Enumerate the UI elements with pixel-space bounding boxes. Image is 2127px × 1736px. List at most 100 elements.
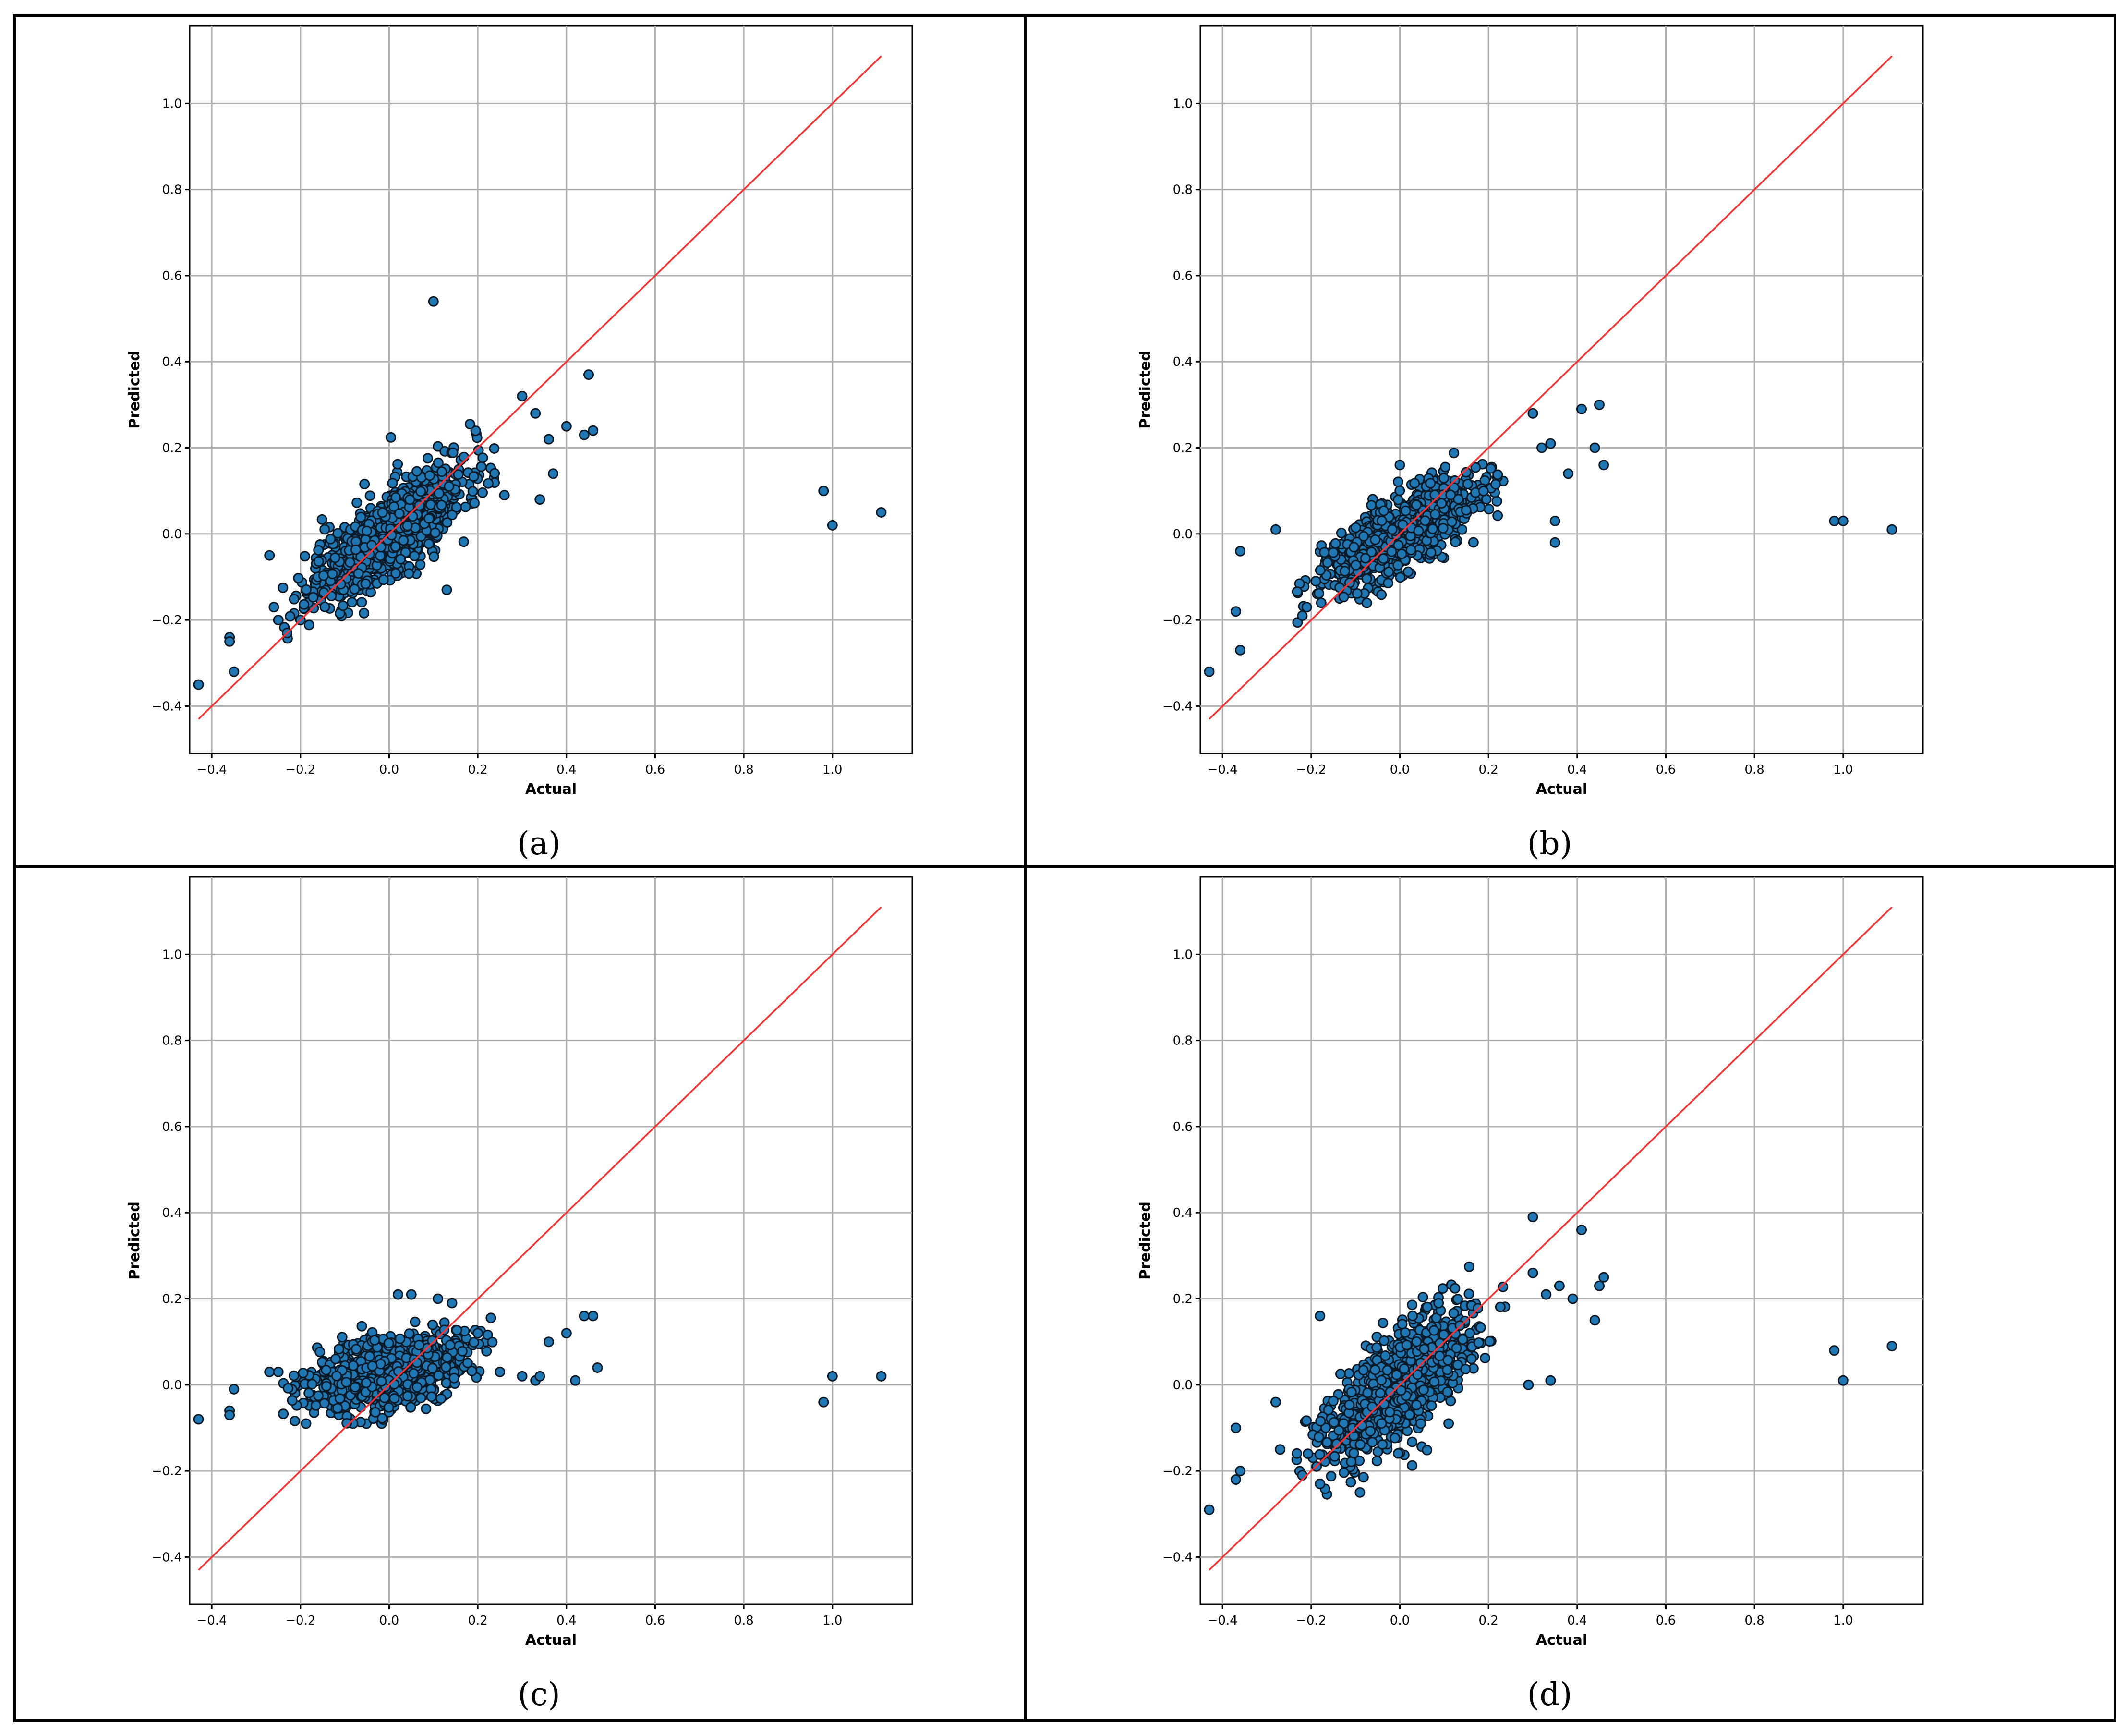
- panel-a-point-1009: [428, 296, 439, 307]
- panel-c-grid: [190, 877, 912, 1604]
- panel-c-point-892: [356, 1321, 367, 1332]
- panel-a-point-736: [447, 510, 458, 521]
- panel-c-point-494: [421, 1403, 432, 1414]
- panel-c-point-977: [376, 1376, 387, 1387]
- panel-b-point-983: [1383, 578, 1394, 589]
- panel-c-point-1009: [472, 1328, 483, 1339]
- panel-c-x-tick-label-5: 0.6: [645, 1614, 665, 1628]
- panel-d-x-tick-label-2: 0.0: [1390, 1614, 1410, 1628]
- panel-a-point-798: [483, 478, 494, 489]
- panel-b-point-993: [1358, 531, 1369, 542]
- panel-d-point-872: [1426, 1400, 1437, 1411]
- panel-b-point-955: [1393, 494, 1403, 505]
- panel-b-point-972: [1370, 534, 1381, 545]
- panel-b-point-737: [1491, 496, 1502, 507]
- panel-c-y-tick-label-2: 0.0: [162, 1378, 182, 1393]
- panel-d-point-783: [1415, 1418, 1426, 1429]
- panel-a-y-tick-label-6: 0.8: [162, 183, 182, 197]
- panel-d-y-tick-label-1: −0.2: [1162, 1464, 1193, 1479]
- panel-a-point-974: [327, 569, 338, 580]
- panel-b-point-574: [1461, 467, 1472, 478]
- panel-a-point-988: [387, 478, 398, 489]
- panel-b-point-317: [1470, 462, 1481, 473]
- panel-b-point-1002: [1235, 546, 1246, 557]
- panel-d-point-973: [1401, 1339, 1412, 1350]
- panel-a-x-tick-label-6: 0.8: [734, 763, 753, 777]
- panel-b-point-866: [1449, 448, 1460, 459]
- panel-a-point-134: [278, 582, 289, 593]
- panel-c-point-642: [410, 1316, 421, 1327]
- panel-a-point-1021: [818, 486, 829, 497]
- panel-a: −0.4 −0.2 0.0 0.2 0.4 0.6 0.8 1.0 −0.4 −0.2 0.0 0.…: [13, 14, 1027, 868]
- panel-d-point-699: [1378, 1317, 1389, 1328]
- panel-b-point-1017: [1394, 460, 1405, 471]
- panel-b-point-801: [1330, 538, 1341, 549]
- panel-a-point-985: [335, 579, 346, 590]
- panel-b-point-973: [1413, 525, 1424, 536]
- panel-d-point-977: [1419, 1344, 1430, 1355]
- panel-c-point-987: [361, 1377, 372, 1388]
- panel-a-point-851: [359, 479, 370, 489]
- panel-a-point-819: [423, 538, 435, 549]
- panel-a-x-tick-label-7: 1.0: [822, 763, 842, 777]
- panel-d-y-tick-label-7: 1.0: [1173, 947, 1193, 962]
- panel-c-point-749: [319, 1398, 330, 1409]
- panel-a-y-tick-label-5: 0.6: [162, 269, 182, 283]
- panel-d-point-442: [1358, 1472, 1369, 1483]
- panel-c-points: [193, 1289, 887, 1429]
- panel-b-point-994: [1425, 478, 1436, 489]
- panel-b-point-932: [1438, 473, 1450, 484]
- panel-b-y-tick-label-4: 0.4: [1173, 355, 1193, 369]
- panel-a-point-938: [394, 508, 405, 519]
- panel-c-point-862: [445, 1339, 456, 1350]
- panel-b-y-tick-label-3: 0.2: [1173, 441, 1193, 456]
- panel-a-point-794: [434, 488, 445, 499]
- panel-c-point-962: [377, 1413, 387, 1424]
- panel-d-point-1007: [1315, 1311, 1326, 1322]
- panel-a-point-754: [364, 490, 375, 501]
- panel-d-point-1008: [1315, 1479, 1326, 1489]
- panel-b-point-1001: [1230, 606, 1241, 617]
- panel-a-point-1017: [588, 425, 599, 436]
- panel-d-point-1001: [1230, 1422, 1241, 1433]
- panel-c-point-1021: [827, 1371, 838, 1382]
- panel-a-x-tick-label-2: 0.0: [379, 763, 399, 777]
- panel-b-y-tick-label-5: 0.6: [1173, 269, 1193, 283]
- panel-b-point-777: [1316, 597, 1327, 608]
- panel-b-x-tick-label-2: 0.0: [1390, 763, 1410, 777]
- panel-a-point-907: [398, 535, 409, 546]
- panel-a-point-817: [489, 468, 500, 479]
- panel-b-point-944: [1366, 546, 1377, 558]
- panel-b-point-953: [1393, 540, 1404, 551]
- panel-a-point-946: [375, 550, 386, 561]
- panel-c-point-984: [350, 1382, 361, 1393]
- panel-c-point-868: [466, 1366, 477, 1376]
- panel-a-point-990: [390, 492, 401, 503]
- panel-a-point-437: [285, 611, 296, 622]
- panel-d-point-1024: [1886, 1341, 1897, 1352]
- panel-d-point-1000: [1204, 1504, 1215, 1515]
- panel-d-point-758: [1301, 1415, 1312, 1426]
- panel-d-point-1009: [1354, 1487, 1366, 1498]
- panel-c-point-985: [395, 1333, 406, 1344]
- panel-d-point-326: [1407, 1436, 1418, 1447]
- panel-a-point-617: [299, 551, 310, 562]
- panel-d-point-569: [1495, 1301, 1506, 1312]
- panel-c-point-1014: [543, 1336, 554, 1348]
- panel-d-point-988: [1333, 1425, 1344, 1436]
- panel-a-point-678: [319, 524, 330, 535]
- panel-c-point-924: [364, 1351, 375, 1362]
- panel-a-grid: [190, 26, 912, 753]
- panel-a-point-748: [422, 453, 433, 464]
- panel-c-point-910: [389, 1393, 400, 1404]
- panel-b-point-966: [1400, 505, 1411, 516]
- panel-b-point-979: [1395, 572, 1406, 583]
- panel-a-point-1005: [268, 602, 279, 613]
- panel-d-point-962: [1365, 1426, 1376, 1437]
- panel-a-point-996: [350, 544, 361, 555]
- panel-b-x-tick-label-1: −0.2: [1296, 763, 1326, 777]
- panel-c-point-1000: [193, 1414, 204, 1425]
- panel-c-point-988: [413, 1340, 424, 1350]
- panel-c-point-1005: [273, 1366, 284, 1377]
- panel-b-point-992: [1376, 515, 1387, 526]
